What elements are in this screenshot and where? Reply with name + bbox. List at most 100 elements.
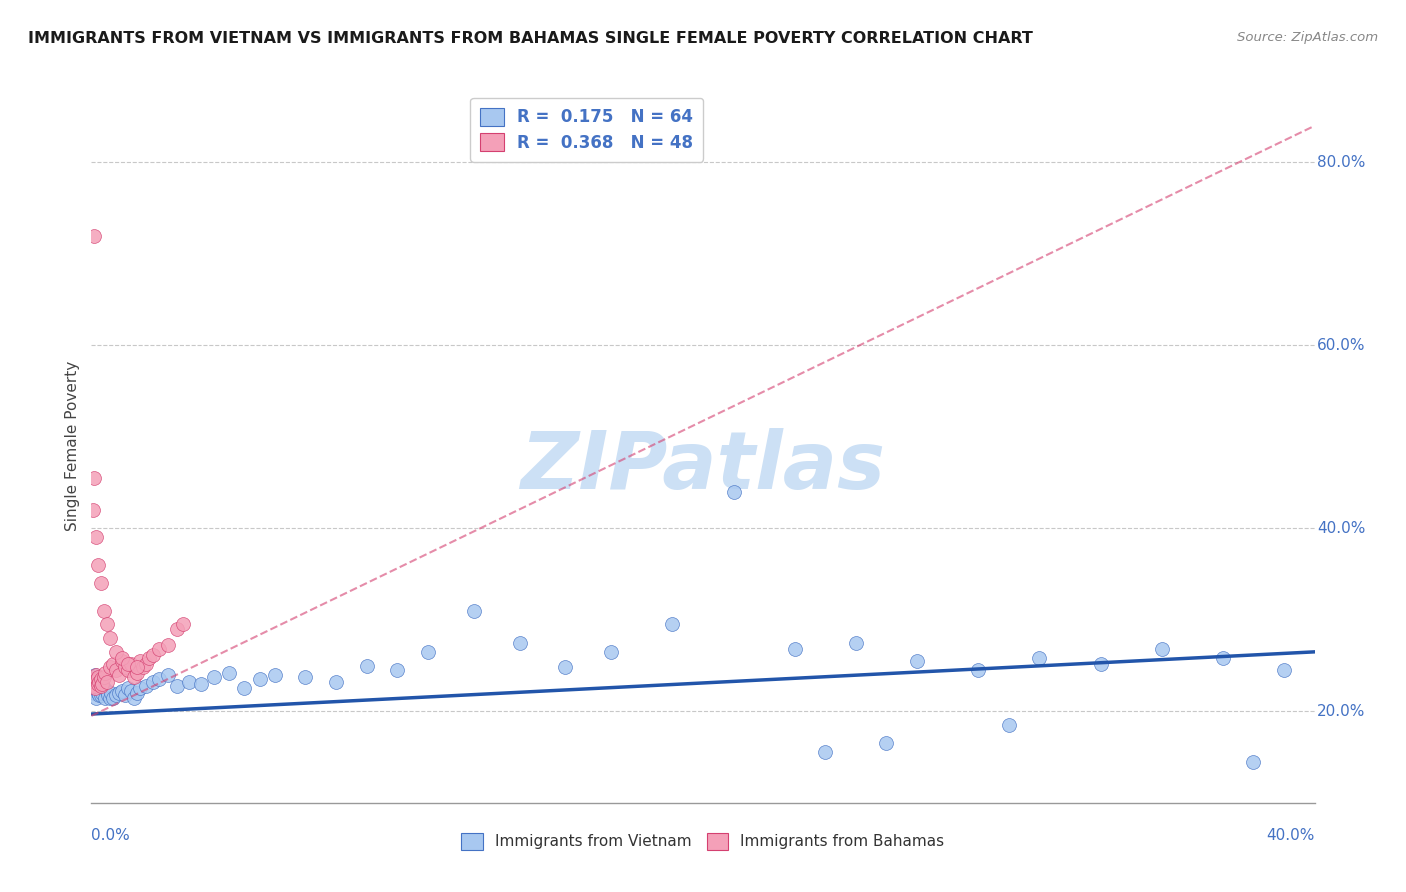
Point [83, 679, 105, 693]
Point [86, 677, 108, 691]
Point [135, 657, 157, 671]
Point [463, 604, 485, 618]
Point [90, 679, 112, 693]
Text: 20.0%: 20.0% [1317, 704, 1365, 719]
Point [90, 684, 112, 698]
Y-axis label: Single Female Poverty: Single Female Poverty [65, 361, 80, 531]
Point [86, 673, 108, 687]
Point [94, 690, 117, 705]
Point [86, 681, 108, 696]
Point [202, 669, 225, 683]
Point [87, 669, 110, 683]
Point [875, 736, 898, 750]
Point [120, 657, 142, 671]
Point [129, 654, 152, 668]
Point [661, 617, 683, 632]
Point [600, 645, 623, 659]
Point [98, 690, 121, 705]
Text: Source: ZipAtlas.com: Source: ZipAtlas.com [1237, 31, 1378, 45]
Point [264, 667, 287, 681]
Point [249, 673, 271, 687]
Point [84, 667, 107, 681]
Point [138, 651, 160, 665]
Point [132, 660, 155, 674]
Point [96, 617, 118, 632]
Point [845, 636, 868, 650]
Point [1090, 657, 1112, 671]
Point [104, 688, 127, 702]
Point [117, 663, 139, 677]
Point [117, 657, 139, 671]
Point [104, 663, 127, 677]
Point [100, 686, 122, 700]
Point [93, 681, 115, 696]
Text: 0.0%: 0.0% [91, 828, 131, 843]
Point [90, 688, 112, 702]
Point [141, 675, 163, 690]
Point [117, 681, 139, 696]
Text: 60.0%: 60.0% [1317, 338, 1365, 353]
Point [967, 663, 990, 677]
Point [98, 631, 121, 645]
Point [148, 642, 170, 657]
Point [82, 503, 104, 517]
Point [83, 228, 105, 243]
Point [98, 660, 121, 674]
Point [218, 665, 240, 680]
Point [723, 484, 745, 499]
Point [87, 688, 110, 702]
Point [96, 684, 118, 698]
Point [101, 690, 124, 705]
Point [111, 684, 134, 698]
Point [84, 681, 107, 696]
Text: 80.0%: 80.0% [1317, 155, 1365, 169]
Point [294, 669, 316, 683]
Point [783, 642, 806, 657]
Point [108, 686, 131, 700]
Point [122, 690, 145, 705]
Point [111, 651, 134, 665]
Point [86, 558, 108, 572]
Point [554, 660, 576, 674]
Point [84, 667, 107, 681]
Point [148, 673, 170, 687]
Point [156, 667, 179, 681]
Point [190, 677, 212, 691]
Point [127, 660, 149, 674]
Point [97, 688, 120, 702]
Point [122, 669, 145, 683]
Point [83, 681, 105, 696]
Point [1028, 651, 1050, 665]
Point [1243, 755, 1265, 769]
Point [129, 681, 152, 696]
Point [127, 665, 149, 680]
Point [83, 675, 105, 690]
Point [108, 667, 131, 681]
Point [114, 660, 136, 674]
Point [385, 663, 409, 677]
Point [135, 679, 157, 693]
Point [104, 645, 127, 659]
Point [233, 681, 256, 696]
Point [905, 654, 928, 668]
Point [91, 677, 114, 691]
Point [114, 688, 136, 702]
Point [998, 718, 1021, 732]
Text: ZIPatlas: ZIPatlas [520, 428, 886, 507]
Point [141, 648, 163, 662]
Point [87, 675, 110, 690]
Point [166, 622, 188, 636]
Point [90, 673, 112, 687]
Legend: Immigrants from Vietnam, Immigrants from Bahamas: Immigrants from Vietnam, Immigrants from… [456, 827, 950, 855]
Point [82, 673, 104, 687]
Point [93, 669, 115, 683]
Point [1272, 663, 1295, 677]
Point [325, 675, 347, 690]
Text: 40.0%: 40.0% [1317, 521, 1365, 536]
Point [90, 576, 112, 591]
Point [416, 645, 439, 659]
Point [96, 675, 118, 690]
Point [82, 673, 104, 687]
Point [127, 686, 149, 700]
Point [84, 690, 107, 705]
